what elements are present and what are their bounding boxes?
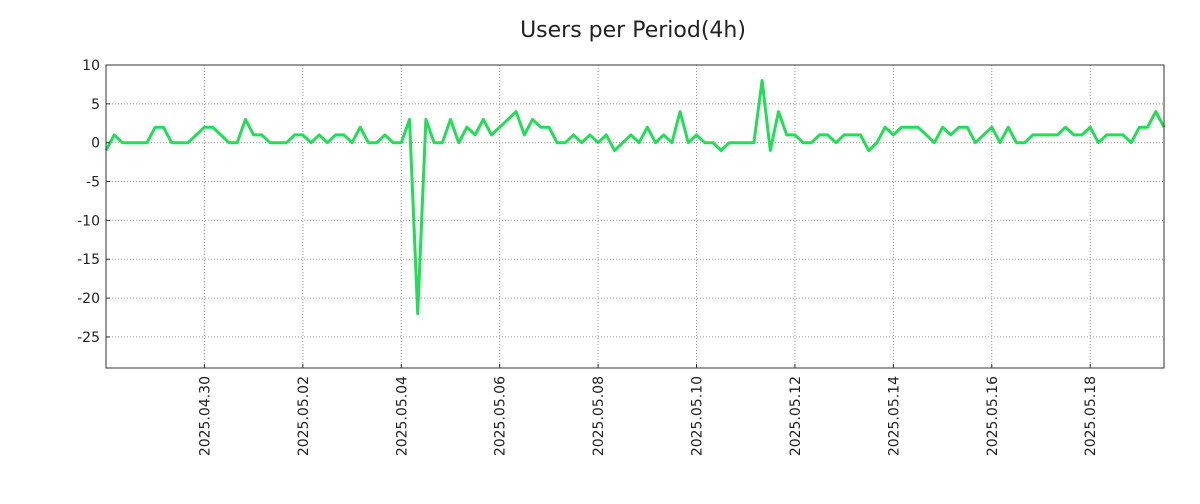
- x-tick-label: 2025.05.12: [788, 376, 804, 456]
- x-tick-label: 2025.04.30: [197, 376, 213, 456]
- y-tick-label: -10: [77, 213, 100, 229]
- y-tick-label: -15: [77, 252, 100, 268]
- x-tick-label: 2025.05.02: [296, 376, 312, 456]
- series-layer: [104, 79, 1166, 316]
- x-tick-label: 2025.05.08: [591, 376, 607, 456]
- x-tick-label: 2025.05.06: [493, 376, 509, 456]
- y-tick-label: -25: [77, 330, 100, 346]
- y-axis-ticks: 10 5 0 -5 -10 -15 -20 -25: [77, 58, 110, 346]
- axes: [105, 64, 1165, 369]
- plot-frame: [105, 64, 1165, 369]
- x-tick-label: 2025.05.10: [690, 376, 706, 456]
- y-tick-label: -5: [86, 175, 100, 191]
- y-tick-label: -20: [77, 291, 100, 307]
- series-line: [104, 79, 1166, 316]
- y-tick-label: 0: [91, 136, 100, 152]
- y-tick-label: 5: [91, 97, 100, 113]
- x-tick-label: 2025.05.18: [1083, 376, 1099, 456]
- x-tick-label: 2025.05.04: [394, 376, 410, 456]
- x-axis-ticks: 2025.04.30 2025.05.02 2025.05.04 2025.05.06…: [197, 364, 1099, 456]
- y-tick-label: 10: [82, 58, 100, 74]
- chart-title: Users per Period(4h): [520, 18, 746, 43]
- x-tick-label: 2025.05.16: [985, 376, 1001, 456]
- x-tick-label: 2025.05.14: [886, 376, 902, 456]
- grid-lines: [106, 64, 1164, 368]
